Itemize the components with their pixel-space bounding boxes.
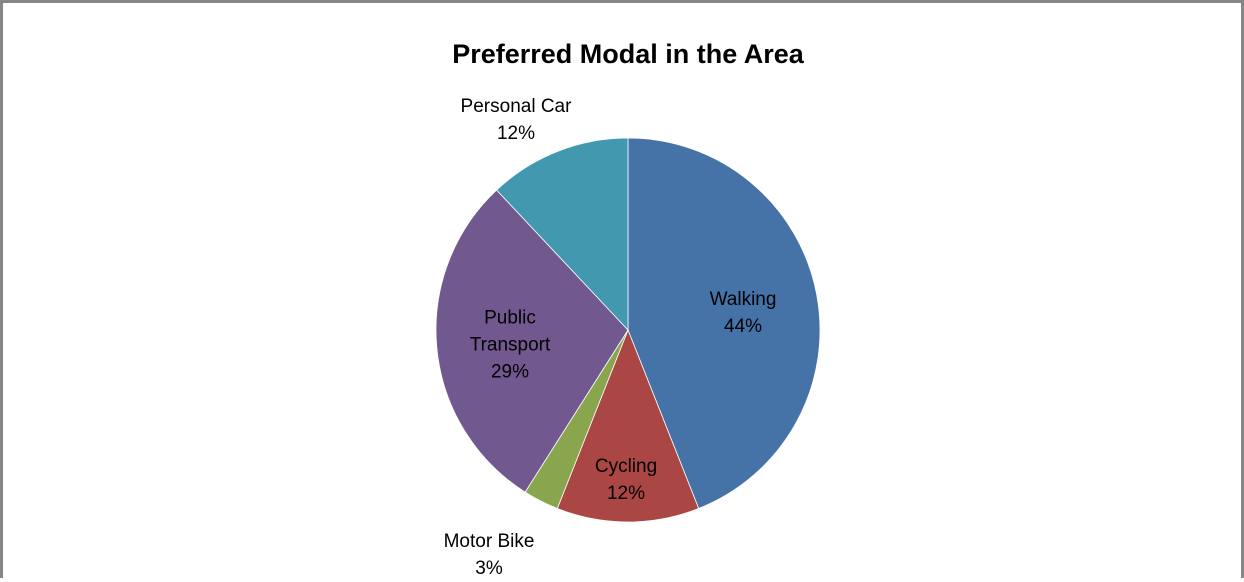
chart-title: Preferred Modal in the Area bbox=[452, 39, 805, 69]
slice-label: Walking 44% bbox=[710, 286, 777, 340]
category-label: Cycling bbox=[594, 456, 658, 477]
value-label: 44% bbox=[723, 316, 763, 337]
value-label: 12% bbox=[496, 123, 536, 144]
value-label: 29% bbox=[490, 361, 530, 383]
slice-label: Cycling 12% bbox=[595, 453, 657, 507]
value-label: 12% bbox=[606, 483, 646, 504]
slice-label: Personal Car 12% bbox=[461, 93, 572, 147]
pie-slice bbox=[496, 137, 629, 332]
slice-label: Motor Bike 3% bbox=[444, 528, 535, 582]
pie-slice bbox=[627, 137, 821, 510]
value-label: 3% bbox=[475, 558, 503, 579]
slice-label: Public Transport 29% bbox=[455, 305, 565, 386]
pie-slice bbox=[435, 189, 629, 493]
category-label: Personal Car bbox=[460, 96, 572, 117]
category-label: Motor Bike bbox=[443, 531, 535, 552]
category-label: Public Transport bbox=[469, 307, 551, 356]
pie-slice bbox=[556, 328, 700, 523]
category-label: Walking bbox=[709, 289, 777, 310]
